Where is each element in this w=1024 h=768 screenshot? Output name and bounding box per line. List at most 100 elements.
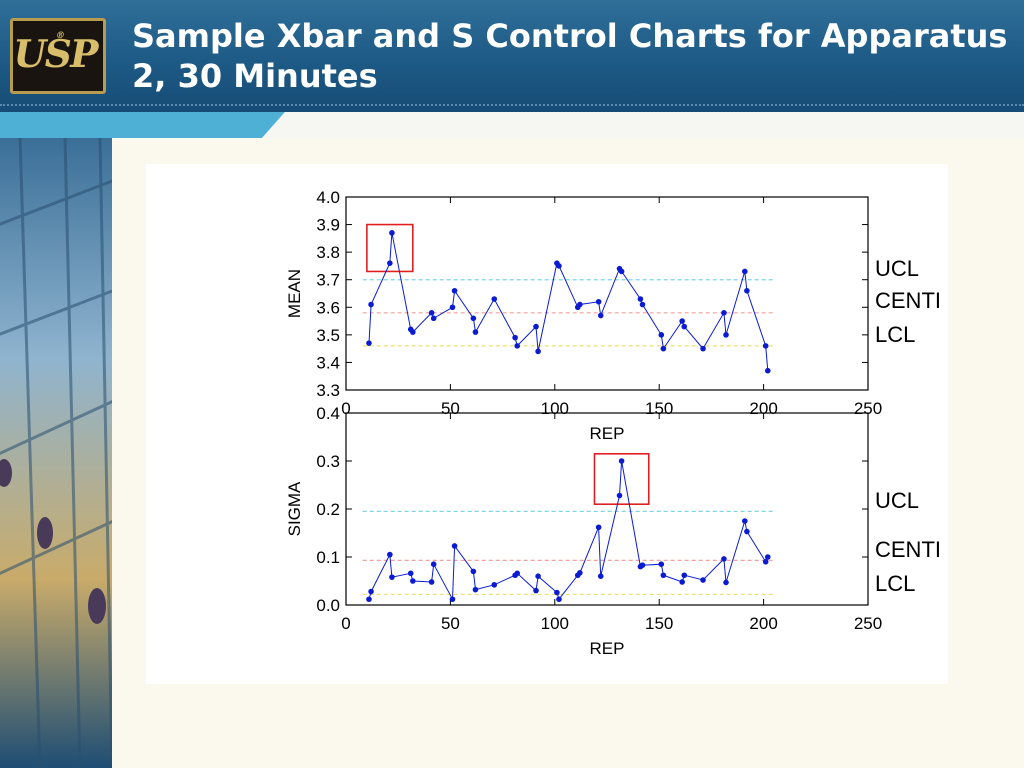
s-chart: 0 50 100 150 200 250 0.0 0.1 0.2 0.3 0.4 REP SIGMA UC… [285, 404, 941, 658]
y-tick-label: 3.3 [316, 381, 340, 400]
data-point [428, 579, 435, 585]
legend-label-ucl: UCL [875, 256, 919, 281]
y-tick-label: 0.3 [316, 452, 340, 471]
data-point [700, 345, 706, 352]
x-tick-label: 200 [749, 614, 777, 633]
data-point [723, 579, 729, 586]
y-tick-label: 3.8 [316, 243, 340, 262]
data-point [470, 568, 477, 575]
data-point [762, 559, 769, 565]
bead-1 [0, 459, 12, 487]
slide-header: USP ® Sample Xbar and S Control Charts f… [0, 0, 1024, 112]
y-tick-label: 3.9 [316, 216, 340, 235]
slide-title-text: Sample Xbar and S Control Charts for App… [132, 17, 1008, 95]
data-point [595, 298, 602, 305]
y-tick-label: 3.5 [316, 326, 340, 345]
data-point [556, 596, 562, 603]
y-tick-label: 3.4 [316, 353, 340, 372]
usp-logo: USP ® [9, 18, 106, 94]
data-point [514, 343, 521, 349]
data-point [407, 570, 414, 577]
data-point [637, 296, 644, 302]
y-tick-label: 3.7 [316, 271, 340, 290]
data-point [533, 587, 539, 594]
xbar-chart: 0 50 100 150 200 2503.33.43.53.63.73.83.94.0R… [285, 188, 941, 443]
data-point [764, 367, 771, 374]
data-point [721, 310, 727, 316]
accent-band-blue [0, 112, 285, 138]
decorative-grid-graphic [0, 138, 112, 768]
data-point [389, 574, 395, 580]
data-point [577, 301, 583, 308]
y-tick-label: 3.6 [316, 298, 340, 317]
data-point [387, 551, 393, 558]
data-point [658, 332, 665, 338]
y-tick-label: 0.2 [316, 500, 340, 519]
data-point [681, 572, 688, 579]
data-point [744, 287, 750, 294]
y-axis-label: MEAN [285, 269, 304, 318]
data-point [368, 301, 374, 308]
x-tick-label: 100 [541, 614, 569, 633]
control-charts: 0 50 100 150 200 250 3.3 3.4 3.5 3.6 3.7 3.8 3.9 4.0 R… [285, 188, 941, 658]
data-point [679, 318, 685, 324]
highlight-box [366, 223, 414, 273]
data-point [368, 588, 374, 595]
data-point [554, 589, 560, 596]
accent-band-white [262, 112, 1024, 138]
header-dotted-line [0, 104, 1024, 108]
data-point [449, 596, 456, 603]
x-tick-label: 50 [441, 614, 460, 633]
series-line [368, 460, 769, 602]
y-tick-label: 0.4 [316, 404, 340, 423]
legend-label-centi: CENTI [875, 288, 941, 313]
data-point [491, 296, 498, 302]
data-point [742, 518, 748, 524]
data-point [535, 348, 541, 355]
data-point [595, 524, 602, 531]
data-point [639, 562, 646, 568]
data-point [366, 596, 372, 603]
data-point [533, 323, 539, 330]
y-axis-label: SIGMA [285, 481, 304, 536]
data-point [451, 543, 458, 549]
data-point [535, 573, 541, 579]
data-point [618, 458, 625, 464]
legend-label-lcl: LCL [875, 571, 915, 596]
data-point [742, 268, 748, 275]
data-point [514, 570, 521, 577]
data-point [512, 334, 518, 341]
plot-frame [345, 196, 869, 391]
slide-title: Sample Xbar and S Control Charts for App… [132, 16, 1024, 96]
data-point [616, 492, 623, 499]
x-axis-label: REP [590, 639, 625, 658]
chart-card: 0 50 100 150 200 250 3.3 3.4 3.5 3.6 3.7 3.8 3.9 4.0 R… [146, 164, 948, 684]
data-point [449, 304, 456, 311]
data-point [577, 570, 583, 576]
accent-band [0, 112, 1024, 138]
y-tick-label: 0.0 [316, 596, 340, 615]
data-point [472, 329, 479, 335]
data-point [430, 315, 437, 322]
x-axis-label: REP [590, 424, 625, 443]
data-point [744, 528, 750, 535]
data-point [597, 312, 604, 319]
data-point [472, 586, 479, 593]
legend-label-ucl: UCL [875, 488, 919, 513]
series-line [368, 232, 769, 371]
data-point [679, 579, 685, 585]
data-point [639, 301, 646, 308]
x-tick-label: 150 [645, 614, 673, 633]
data-point [389, 230, 395, 236]
data-point [556, 263, 562, 269]
data-point [597, 573, 604, 579]
data-point [491, 582, 498, 588]
data-point [451, 287, 458, 294]
data-point [764, 554, 771, 560]
highlight-box [593, 452, 650, 505]
data-point [723, 332, 729, 338]
data-point [762, 343, 769, 349]
x-tick-label: 0 [341, 614, 350, 633]
data-point [410, 329, 416, 335]
data-point [660, 345, 667, 352]
